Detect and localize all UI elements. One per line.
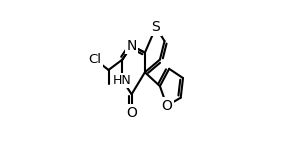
- Text: Cl: Cl: [89, 53, 102, 66]
- Text: S: S: [152, 20, 160, 34]
- Text: O: O: [161, 99, 172, 113]
- Text: O: O: [126, 106, 137, 120]
- Text: HN: HN: [113, 74, 132, 87]
- Text: N: N: [127, 39, 137, 53]
